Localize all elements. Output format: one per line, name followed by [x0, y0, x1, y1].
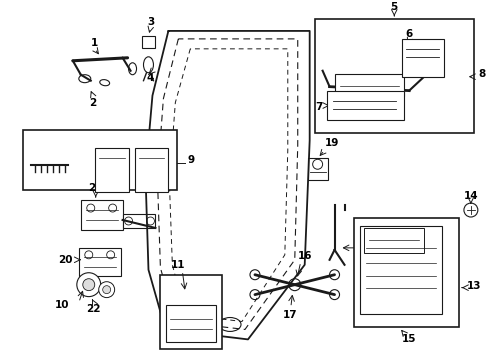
Text: 13: 13: [466, 281, 480, 291]
Circle shape: [288, 279, 300, 291]
Bar: [402, 39, 443, 77]
Bar: [95, 148, 128, 192]
Circle shape: [347, 54, 357, 64]
Text: 11: 11: [171, 260, 185, 270]
Text: 18: 18: [359, 240, 373, 250]
Text: 1: 1: [91, 38, 98, 48]
Circle shape: [205, 309, 213, 316]
Text: 19: 19: [324, 138, 338, 148]
Circle shape: [390, 288, 407, 303]
Circle shape: [329, 270, 339, 280]
Bar: [354, 218, 458, 328]
Bar: [334, 74, 404, 96]
Circle shape: [312, 159, 322, 169]
Text: 12: 12: [185, 316, 200, 327]
Circle shape: [327, 54, 337, 64]
Circle shape: [106, 251, 114, 259]
Text: 21: 21: [88, 183, 103, 193]
Circle shape: [102, 286, 110, 294]
Circle shape: [144, 38, 152, 46]
Circle shape: [168, 309, 176, 316]
Text: 7: 7: [315, 102, 322, 112]
Ellipse shape: [143, 57, 153, 73]
Circle shape: [146, 217, 154, 225]
Circle shape: [124, 217, 132, 225]
Text: 2: 2: [89, 98, 96, 108]
Circle shape: [438, 84, 448, 94]
Circle shape: [102, 160, 122, 180]
Bar: [364, 228, 423, 253]
Circle shape: [463, 203, 477, 217]
Circle shape: [329, 290, 339, 300]
Text: 22: 22: [86, 303, 101, 314]
Circle shape: [249, 290, 260, 300]
Text: 6: 6: [405, 29, 412, 39]
Text: 5: 5: [390, 2, 397, 12]
Circle shape: [61, 151, 89, 179]
Bar: [314, 19, 473, 134]
Text: 16: 16: [297, 251, 311, 261]
Circle shape: [86, 204, 95, 212]
Text: 17: 17: [282, 310, 297, 320]
Circle shape: [448, 104, 458, 113]
Text: 3: 3: [146, 17, 154, 27]
Circle shape: [249, 270, 260, 280]
Text: 4: 4: [146, 73, 154, 83]
Circle shape: [381, 36, 390, 46]
Circle shape: [184, 288, 198, 302]
Ellipse shape: [100, 80, 109, 86]
Circle shape: [383, 280, 414, 311]
Bar: [160, 275, 222, 349]
Circle shape: [141, 160, 161, 180]
Ellipse shape: [219, 318, 241, 332]
Text: 9: 9: [187, 155, 194, 165]
Text: 20: 20: [58, 255, 73, 265]
Circle shape: [67, 157, 82, 173]
Circle shape: [77, 273, 101, 297]
Text: 15: 15: [401, 334, 416, 345]
Ellipse shape: [128, 63, 136, 75]
Circle shape: [84, 251, 93, 259]
Circle shape: [366, 54, 377, 64]
Circle shape: [99, 282, 114, 298]
Text: 14: 14: [463, 191, 477, 201]
Text: 8: 8: [478, 69, 485, 79]
Bar: [326, 91, 404, 121]
Bar: [307, 158, 327, 180]
Circle shape: [82, 279, 95, 291]
Bar: [134, 148, 168, 192]
Bar: [141, 36, 155, 48]
Bar: [360, 226, 441, 314]
Bar: [81, 200, 122, 230]
Bar: [23, 130, 177, 190]
Ellipse shape: [79, 75, 91, 83]
Circle shape: [108, 204, 117, 212]
Bar: [122, 214, 155, 228]
Bar: [166, 305, 216, 342]
Bar: [79, 248, 121, 276]
Text: 10: 10: [54, 300, 69, 310]
